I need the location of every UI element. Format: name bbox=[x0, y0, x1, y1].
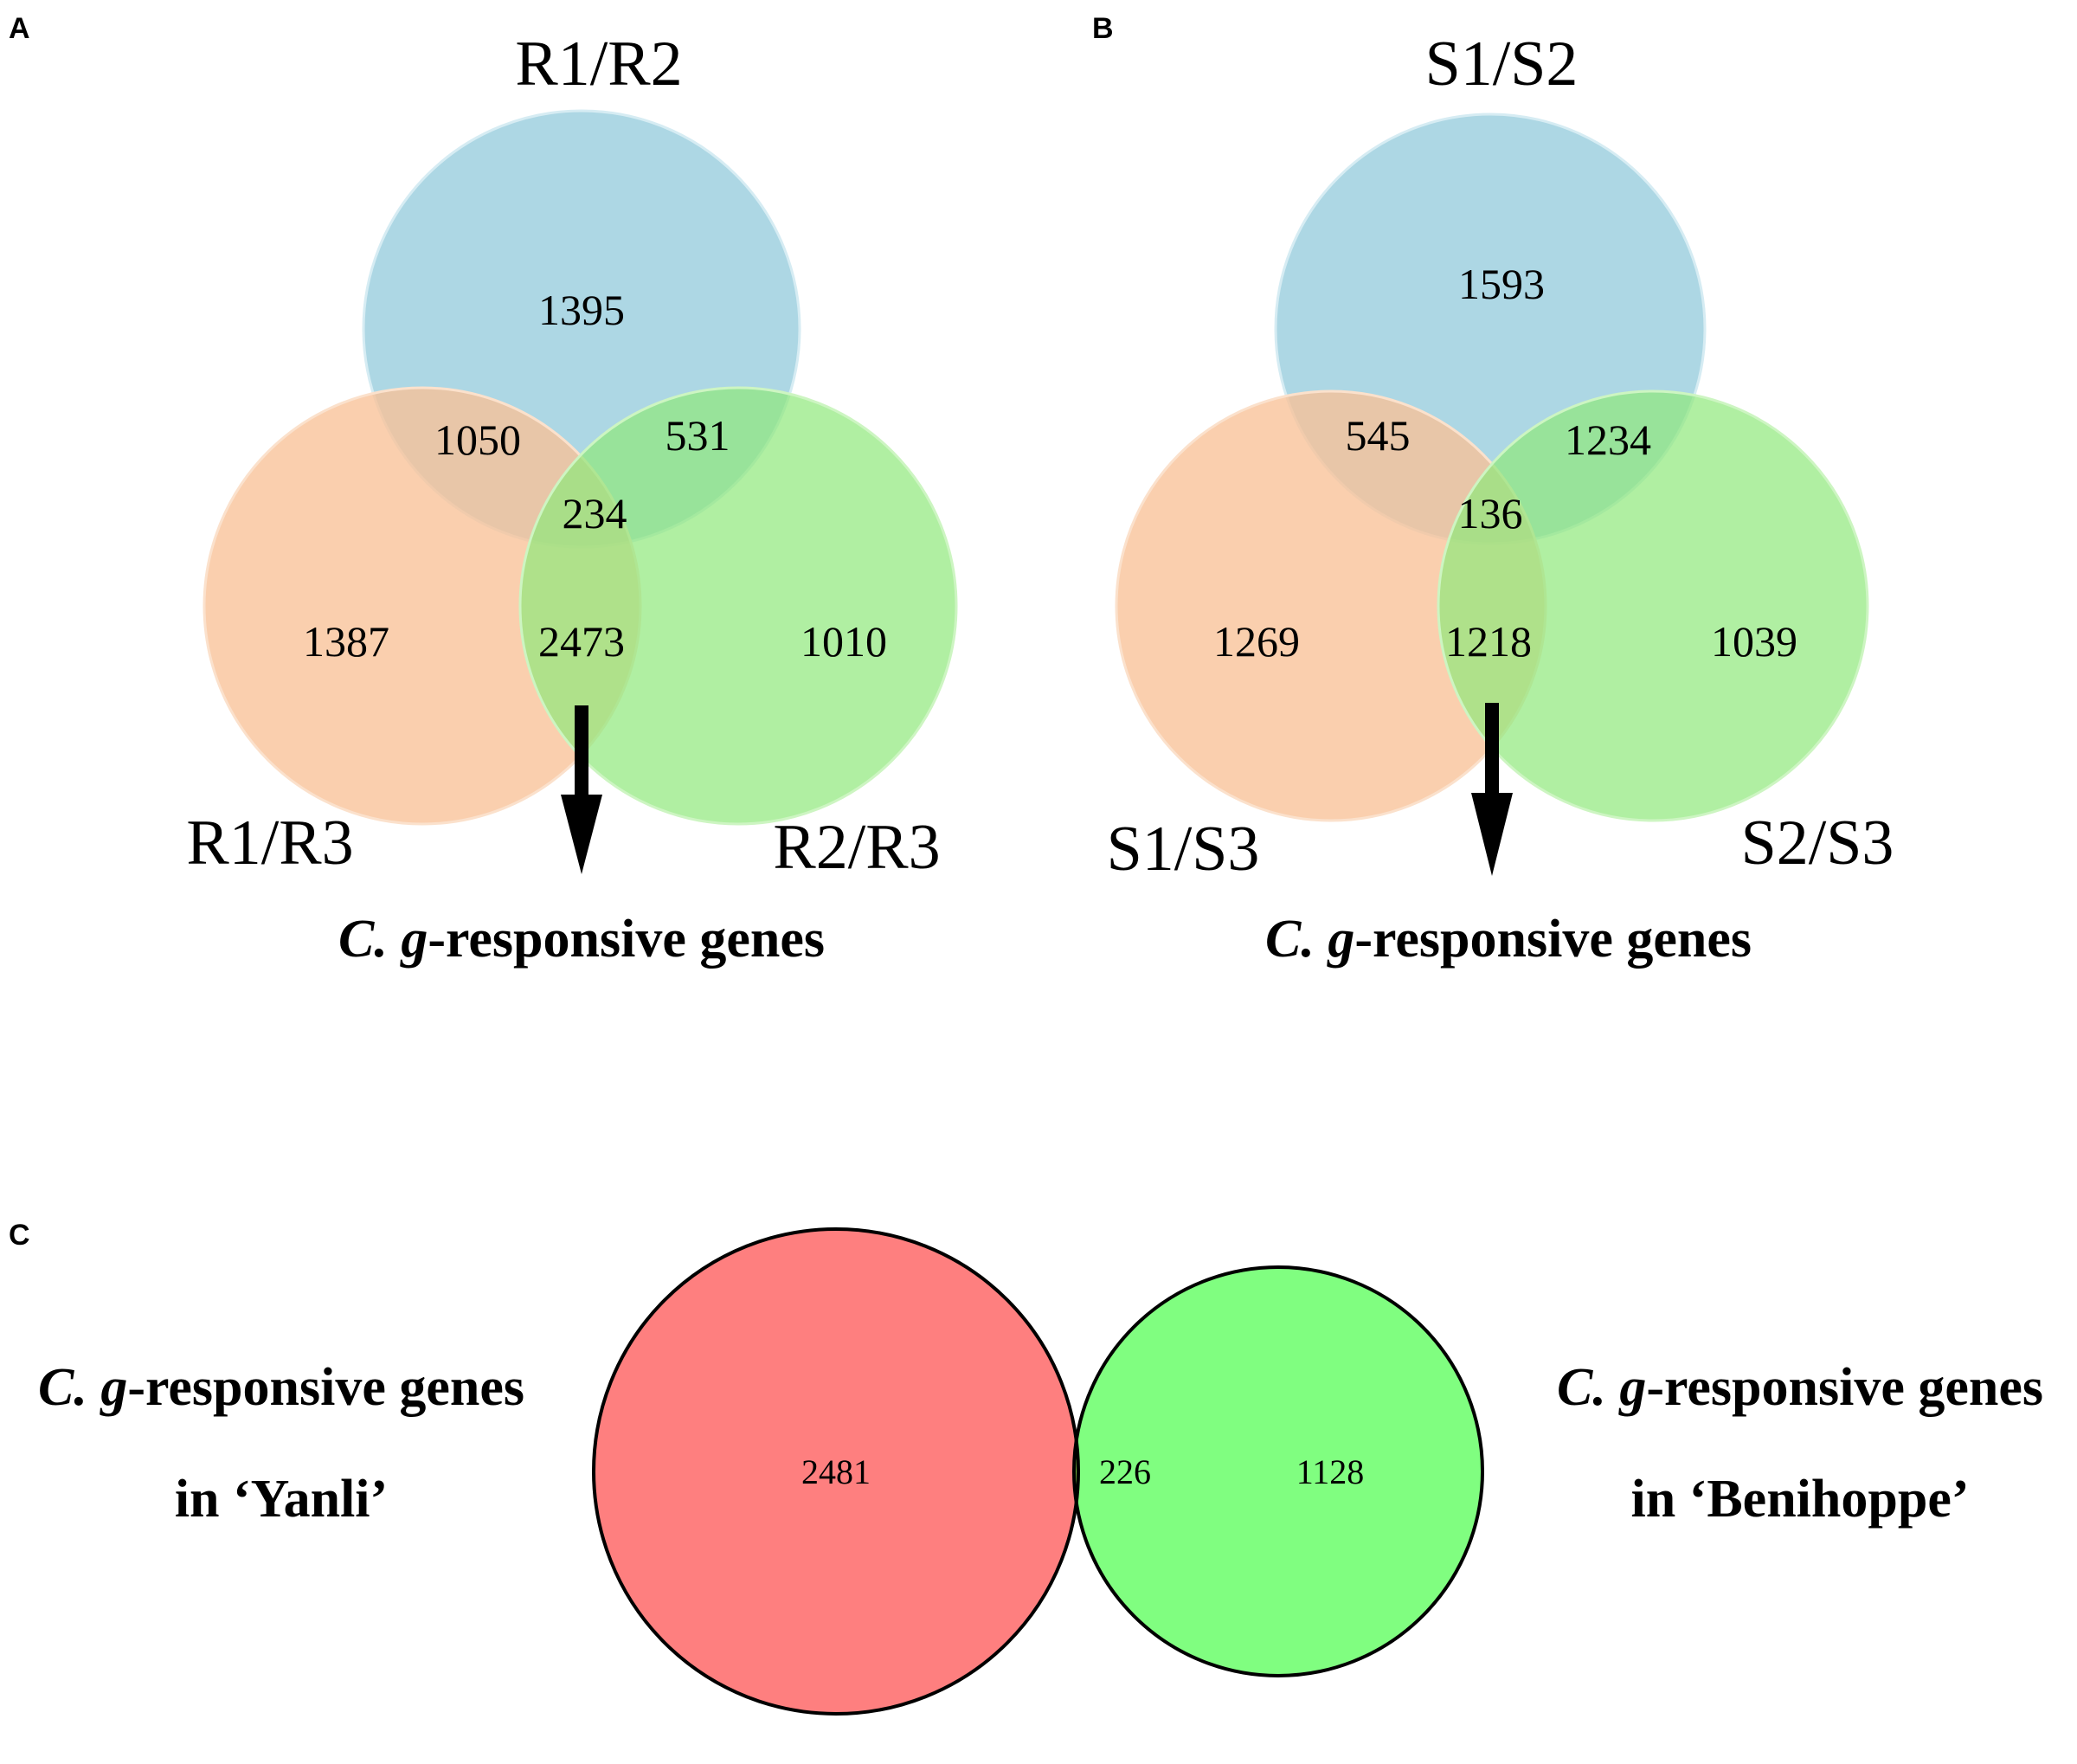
count-b-left-only: 1269 bbox=[1213, 617, 1300, 666]
caption-b: C. g-responsive genes bbox=[1265, 910, 1752, 969]
count-a-top-left: 1050 bbox=[434, 415, 521, 464]
circle-c-right-outline bbox=[1072, 1265, 1484, 1677]
set-label-b-top: S1/S2 bbox=[1425, 29, 1579, 100]
count-a-left-right: 2473 bbox=[538, 617, 625, 666]
caption-a-rest: -responsive genes bbox=[428, 910, 825, 969]
circle-c-left-outline bbox=[592, 1227, 1080, 1716]
set-label-b-left: S1/S3 bbox=[1107, 814, 1260, 885]
circle-c-right bbox=[1074, 1267, 1482, 1676]
label-c-left-line2: in ‘Yanli’ bbox=[175, 1470, 388, 1529]
count-a-top-only: 1395 bbox=[538, 286, 625, 334]
count-a-top-right: 531 bbox=[666, 411, 730, 460]
venn-b bbox=[1115, 113, 1869, 822]
arrow-b bbox=[1471, 703, 1513, 876]
label-c-right-italic: C. g bbox=[1557, 1358, 1646, 1417]
circle-a-right bbox=[518, 386, 958, 826]
panel-c-letter: C bbox=[9, 1219, 30, 1252]
count-a-all: 234 bbox=[563, 489, 627, 538]
circle-c-left bbox=[594, 1229, 1078, 1714]
circle-b-right bbox=[1437, 389, 1869, 822]
set-label-b-right: S2/S3 bbox=[1741, 808, 1894, 879]
arrow-a bbox=[561, 705, 602, 874]
count-c-right-only: 1128 bbox=[1296, 1452, 1365, 1491]
panel-b-letter: B bbox=[1092, 12, 1114, 45]
count-c-overlap: 226 bbox=[1099, 1452, 1151, 1491]
count-a-left-only: 1387 bbox=[303, 617, 389, 666]
panel-b: B S1/S2 S1/S3 S2/S3 1593 545 1234 136 12… bbox=[1092, 12, 1894, 969]
label-c-right-rest: -responsive genes bbox=[1646, 1358, 2043, 1417]
label-c-left-rest: -responsive genes bbox=[127, 1358, 524, 1417]
count-b-top-right: 1234 bbox=[1565, 415, 1651, 464]
label-c-left-italic: C. g bbox=[38, 1358, 127, 1417]
count-b-all: 136 bbox=[1458, 489, 1523, 538]
count-b-top-only: 1593 bbox=[1458, 260, 1545, 308]
panel-c: C 2481 226 1128 C. g-responsive genes in… bbox=[9, 1219, 2043, 1716]
caption-a: C. g-responsive genes bbox=[338, 910, 825, 969]
set-label-a-left: R1/R3 bbox=[186, 808, 353, 879]
caption-b-italic: C. g bbox=[1265, 910, 1354, 969]
venn-a bbox=[203, 109, 958, 826]
count-c-left-only: 2481 bbox=[801, 1452, 871, 1491]
set-label-a-right: R2/R3 bbox=[773, 812, 940, 883]
venn-c bbox=[592, 1227, 1484, 1716]
caption-b-rest: -responsive genes bbox=[1354, 910, 1752, 969]
count-a-right-only: 1010 bbox=[801, 617, 887, 666]
panel-a-letter: A bbox=[9, 12, 30, 45]
caption-a-italic: C. g bbox=[338, 910, 428, 969]
count-b-top-left: 545 bbox=[1346, 411, 1411, 460]
label-c-right-line2: in ‘Benihoppe’ bbox=[1630, 1470, 1969, 1529]
label-c-right-line1: C. g-responsive genes bbox=[1557, 1358, 2043, 1417]
count-b-left-right: 1218 bbox=[1445, 617, 1532, 666]
panel-a: A R1/R2 R1/R3 R2/R3 1395 1050 531 234 13… bbox=[9, 12, 958, 969]
label-c-left-line1: C. g-responsive genes bbox=[38, 1358, 524, 1417]
count-b-right-only: 1039 bbox=[1711, 617, 1797, 666]
set-label-a-top: R1/R2 bbox=[515, 29, 682, 100]
